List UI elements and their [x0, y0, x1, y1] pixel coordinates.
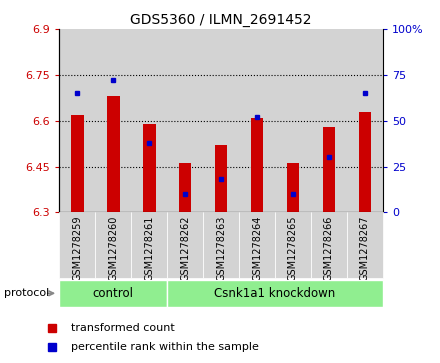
- Bar: [215, 145, 227, 212]
- Bar: [287, 163, 299, 212]
- Bar: [167, 280, 383, 307]
- Bar: [239, 29, 275, 212]
- Text: GSM1278264: GSM1278264: [252, 216, 262, 281]
- Text: GSM1278263: GSM1278263: [216, 216, 226, 281]
- Text: percentile rank within the sample: percentile rank within the sample: [71, 342, 259, 352]
- Text: GSM1278265: GSM1278265: [288, 216, 298, 281]
- Bar: [275, 212, 311, 278]
- Bar: [95, 29, 131, 212]
- Text: GSM1278267: GSM1278267: [360, 216, 370, 281]
- Bar: [347, 29, 383, 212]
- Text: GSM1278262: GSM1278262: [180, 216, 190, 281]
- Bar: [107, 96, 120, 212]
- Bar: [131, 212, 167, 278]
- Bar: [275, 29, 311, 212]
- Text: GSM1278259: GSM1278259: [72, 216, 82, 281]
- Bar: [311, 29, 347, 212]
- Bar: [359, 111, 371, 212]
- Bar: [71, 115, 84, 212]
- Bar: [203, 29, 239, 212]
- Text: GSM1278260: GSM1278260: [108, 216, 118, 281]
- Text: GSM1278261: GSM1278261: [144, 216, 154, 281]
- Bar: [311, 212, 347, 278]
- Text: GSM1278266: GSM1278266: [324, 216, 334, 281]
- Bar: [59, 212, 95, 278]
- Bar: [323, 127, 335, 212]
- Bar: [95, 212, 131, 278]
- Bar: [251, 118, 263, 212]
- Text: transformed count: transformed count: [71, 323, 175, 333]
- Bar: [131, 29, 167, 212]
- Text: protocol: protocol: [4, 288, 50, 298]
- Bar: [203, 212, 239, 278]
- Bar: [167, 212, 203, 278]
- Bar: [59, 29, 95, 212]
- Bar: [143, 124, 155, 212]
- Bar: [179, 163, 191, 212]
- Bar: [59, 280, 167, 307]
- Title: GDS5360 / ILMN_2691452: GDS5360 / ILMN_2691452: [130, 13, 312, 26]
- Bar: [167, 29, 203, 212]
- Text: control: control: [93, 287, 134, 299]
- Text: Csnk1a1 knockdown: Csnk1a1 knockdown: [214, 287, 336, 299]
- Bar: [347, 212, 383, 278]
- Bar: [239, 212, 275, 278]
